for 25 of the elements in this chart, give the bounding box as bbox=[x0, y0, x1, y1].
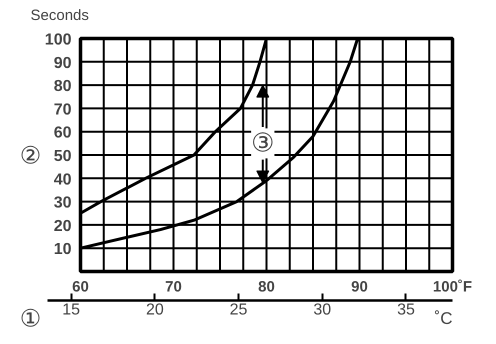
x2-tick-label: 25 bbox=[230, 302, 248, 318]
x-tick-label: 70 bbox=[165, 278, 182, 296]
x2-tick-label: 30 bbox=[313, 302, 332, 318]
x2-tick-label: 20 bbox=[146, 302, 164, 318]
x-tick-label: 60 bbox=[72, 278, 89, 296]
y-tick-label: 90 bbox=[54, 54, 72, 72]
y-tick-label: 20 bbox=[54, 218, 72, 235]
y-tick-label: 40 bbox=[54, 171, 72, 188]
y-tick-label: 60 bbox=[54, 124, 72, 142]
x-tick-label: 80 bbox=[258, 278, 275, 296]
y-tick-label: 30 bbox=[54, 194, 72, 212]
y-axis-title: Seconds bbox=[30, 7, 89, 24]
x-tick-label: 90 bbox=[351, 278, 368, 296]
annotation: ③ bbox=[251, 128, 274, 158]
x2-axis-title: ˚C bbox=[434, 309, 453, 328]
y-tick-label: 70 bbox=[54, 101, 72, 118]
text: ① bbox=[20, 304, 42, 332]
y-tick-label: 100 bbox=[44, 32, 72, 48]
x2-tick-label: 15 bbox=[62, 302, 80, 318]
text: ② bbox=[20, 142, 42, 170]
y-tick-label: 10 bbox=[54, 241, 72, 258]
x2-tick-label: 35 bbox=[397, 302, 415, 318]
x-tick-label: 100˚F bbox=[432, 278, 472, 296]
y-tick-label: 50 bbox=[54, 148, 72, 165]
y-tick-label: 80 bbox=[54, 78, 72, 96]
